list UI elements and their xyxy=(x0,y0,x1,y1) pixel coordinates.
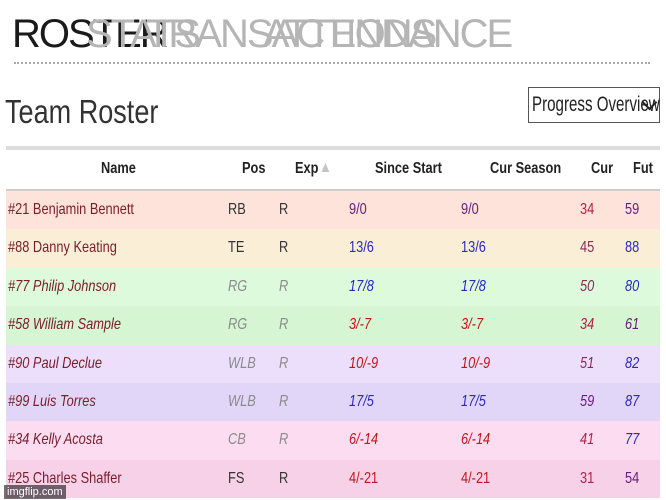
since-start-value: 17/8 xyxy=(349,277,374,295)
table-row[interactable]: #58 William Sample RG R 3/-7 3/-7 34 61 xyxy=(6,306,660,345)
fut-rating: 59 xyxy=(625,201,640,218)
player-experience: R xyxy=(279,431,289,449)
table-top-border xyxy=(6,146,660,150)
cur-season-value: 4/-21 xyxy=(461,469,491,487)
header-since-start[interactable]: Since Start xyxy=(375,160,442,177)
player-experience: R xyxy=(279,469,289,487)
player-experience: R xyxy=(279,277,289,295)
table-row[interactable]: #34 Kelly Acosta CB R 6/-14 6/-14 41 77 xyxy=(6,421,660,460)
cur-season-value: 17/8 xyxy=(461,277,486,295)
table-header: Name Pos Exp Since Start Cur Season Cur … xyxy=(6,150,660,191)
table-body: #21 Benjamin Bennett RB R 9/0 9/0 34 59 #88 Dan… xyxy=(6,191,660,499)
table-row[interactable]: #77 Philip Johnson RG R 17/8 17/8 50 80 xyxy=(6,267,660,307)
table-row[interactable]: #25 Charles Shaffer FS R 4/-21 4/-21 31 54 xyxy=(6,459,660,499)
header-exp[interactable]: Exp xyxy=(295,160,330,178)
player-experience: R xyxy=(279,354,289,372)
player-experience: R xyxy=(279,201,289,218)
since-start-value: 4/-21 xyxy=(349,469,379,487)
tab-divider xyxy=(14,62,650,64)
player-experience: R xyxy=(279,316,289,334)
table-row[interactable]: #99 Luis Torres WLB R 17/5 17/5 59 87 xyxy=(6,382,660,422)
player-position: WLB xyxy=(228,354,256,372)
cur-season-value: 10/-9 xyxy=(461,354,491,372)
player-name[interactable]: #88 Danny Keating xyxy=(8,239,117,257)
roster-table: Name Pos Exp Since Start Cur Season Cur … xyxy=(6,146,660,499)
since-start-value: 6/-14 xyxy=(349,431,379,449)
nav-tabs: ROSTER STATS TRANSACTIONS ATTENDANCE xyxy=(12,12,513,56)
player-position: WLB xyxy=(228,392,256,410)
cur-season-value: 9/0 xyxy=(461,201,479,218)
fut-rating: 61 xyxy=(625,316,640,334)
player-experience: R xyxy=(279,239,289,257)
since-start-value: 17/5 xyxy=(349,392,374,410)
since-start-value: 9/0 xyxy=(349,201,367,218)
table-row[interactable]: #21 Benjamin Bennett RB R 9/0 9/0 34 59 xyxy=(6,191,660,230)
cur-rating: 45 xyxy=(580,239,595,257)
player-position: RB xyxy=(228,201,246,218)
sort-ascending-icon xyxy=(321,163,330,172)
view-select-value: Progress Overview xyxy=(532,93,660,116)
cur-season-value: 13/6 xyxy=(461,239,486,257)
player-position: RG xyxy=(228,277,248,295)
since-start-value: 3/-7 xyxy=(349,316,372,334)
tab-stats[interactable]: STATS xyxy=(86,12,201,56)
cur-season-value: 17/5 xyxy=(461,392,486,410)
header-cur-season[interactable]: Cur Season xyxy=(490,160,562,177)
fut-rating: 82 xyxy=(625,354,640,372)
cur-rating: 59 xyxy=(580,392,595,410)
table-row[interactable]: #88 Danny Keating TE R 13/6 13/6 45 88 xyxy=(6,229,660,268)
view-select[interactable]: Progress Overview xyxy=(528,87,660,123)
player-name[interactable]: #34 Kelly Acosta xyxy=(8,431,103,449)
player-position: FS xyxy=(228,469,245,487)
cur-rating: 34 xyxy=(580,201,595,218)
header-fut[interactable]: Fut xyxy=(633,160,653,177)
player-name[interactable]: #90 Paul Declue xyxy=(8,354,102,372)
cur-season-value: 6/-14 xyxy=(461,431,491,449)
fut-rating: 80 xyxy=(625,277,640,295)
player-position: RG xyxy=(228,316,248,334)
cur-rating: 41 xyxy=(580,431,595,449)
player-name[interactable]: #21 Benjamin Bennett xyxy=(8,201,134,218)
fut-rating: 77 xyxy=(625,431,640,449)
header-exp-label: Exp xyxy=(295,160,319,177)
cur-season-value: 3/-7 xyxy=(461,316,484,334)
player-name[interactable]: #99 Luis Torres xyxy=(8,392,96,410)
fut-rating: 88 xyxy=(625,239,640,257)
header-pos[interactable]: Pos xyxy=(242,160,266,177)
player-name[interactable]: #25 Charles Shaffer xyxy=(8,469,122,487)
watermark: imgflip.com xyxy=(4,485,66,499)
fut-rating: 54 xyxy=(625,469,640,487)
fut-rating: 87 xyxy=(625,392,640,410)
player-name[interactable]: #77 Philip Johnson xyxy=(8,277,117,295)
cur-rating: 31 xyxy=(580,469,595,487)
tab-transactions[interactable]: TRANSACTIONS xyxy=(146,12,437,56)
page-title: Team Roster xyxy=(5,93,159,130)
since-start-value: 10/-9 xyxy=(349,354,379,372)
player-name[interactable]: #58 William Sample xyxy=(8,316,121,334)
player-position: TE xyxy=(228,239,245,257)
player-position: CB xyxy=(228,431,246,449)
cur-rating: 50 xyxy=(580,277,595,295)
player-experience: R xyxy=(279,392,289,410)
tab-attendance[interactable]: ATTENDANCE xyxy=(263,12,513,56)
header-name[interactable]: Name xyxy=(101,160,136,177)
since-start-value: 13/6 xyxy=(349,239,374,257)
cur-rating: 34 xyxy=(580,316,595,334)
cur-rating: 51 xyxy=(580,354,595,372)
tab-roster[interactable]: ROSTER xyxy=(12,12,169,56)
table-row[interactable]: #90 Paul Declue WLB R 10/-9 10/-9 51 82 xyxy=(6,344,660,383)
header-cur[interactable]: Cur xyxy=(591,160,614,177)
